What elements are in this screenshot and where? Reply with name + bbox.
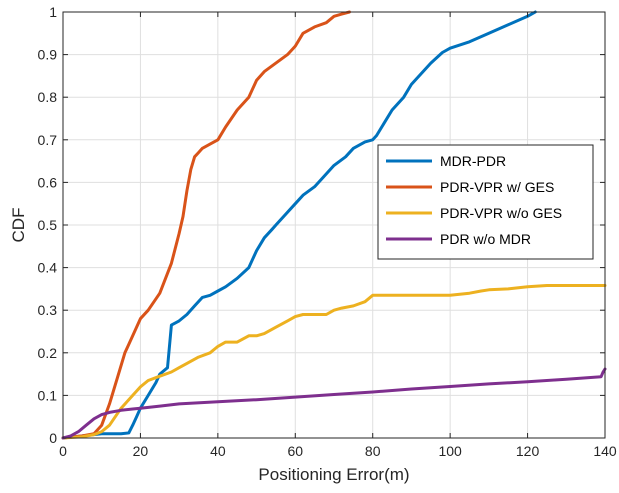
y-tick-label: 0.7 — [38, 132, 58, 148]
y-axis-label: CDF — [9, 208, 28, 243]
series-line-3 — [61, 367, 607, 440]
legend: MDR-PDR PDR-VPR w/ GES PDR-VPR w/o GES PDR … — [377, 144, 594, 260]
ticks — [62, 11, 606, 439]
y-tick-label: 0.3 — [38, 302, 58, 318]
series-lines — [61, 10, 607, 440]
legend-label: MDR-PDR — [440, 153, 506, 169]
x-tick-label: 140 — [593, 443, 617, 459]
y-tick-label: 0.4 — [38, 260, 58, 276]
x-tick-label: 40 — [210, 443, 226, 459]
series-line-0 — [61, 10, 537, 440]
x-tick-label: 60 — [287, 443, 303, 459]
x-tick-label: 100 — [438, 443, 462, 459]
legend-label: PDR w/o MDR — [440, 231, 531, 247]
legend-label: PDR-VPR w/ GES — [440, 179, 554, 195]
y-tick-label: 0.8 — [38, 89, 58, 105]
x-tick-label: 120 — [516, 443, 540, 459]
series-line-1 — [61, 10, 351, 440]
x-tick-label: 20 — [133, 443, 149, 459]
y-tick-label: 0.6 — [38, 174, 58, 190]
y-tick-label: 1 — [49, 4, 57, 20]
y-tick-label: 0.5 — [38, 217, 58, 233]
y-tick-label: 0.9 — [38, 47, 58, 63]
y-tick-label: 0.2 — [38, 345, 58, 361]
x-axis-label: Positioning Error(m) — [258, 465, 409, 484]
x-tick-label: 0 — [59, 443, 67, 459]
series-line-2 — [61, 284, 607, 440]
x-tick-label: 80 — [365, 443, 381, 459]
tick-labels: 0 20 40 60 80 100 120 140 0 0.1 0.2 0.3 0.4 0.5 0.6 0.7… — [38, 4, 617, 459]
y-tick-label: 0 — [49, 430, 57, 446]
legend-label: PDR-VPR w/o GES — [440, 205, 562, 221]
y-tick-label: 0.1 — [38, 387, 58, 403]
